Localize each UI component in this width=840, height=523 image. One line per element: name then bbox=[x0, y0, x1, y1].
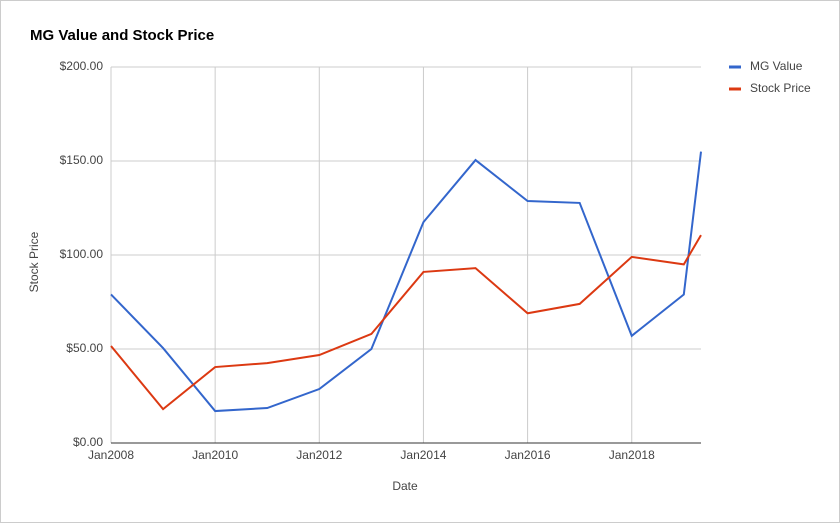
x-tick-label: Jan2016 bbox=[505, 448, 551, 462]
y-tick-label: $200.00 bbox=[60, 59, 104, 73]
x-tick-label: Jan2012 bbox=[296, 448, 342, 462]
y-tick-label: $50.00 bbox=[66, 341, 103, 355]
y-axis-label: Stock Price bbox=[27, 231, 41, 292]
legend-label: MG Value bbox=[750, 59, 803, 73]
legend-label: Stock Price bbox=[750, 81, 811, 95]
chart-title: MG Value and Stock Price bbox=[30, 27, 214, 44]
x-axis-label: Date bbox=[392, 479, 418, 493]
x-tick-label: Jan2018 bbox=[609, 448, 655, 462]
x-tick-label: Jan2010 bbox=[192, 448, 238, 462]
x-tick-label: Jan2008 bbox=[88, 448, 134, 462]
y-tick-label: $150.00 bbox=[60, 153, 104, 167]
y-tick-label: $100.00 bbox=[60, 247, 104, 261]
x-tick-label: Jan2014 bbox=[400, 448, 446, 462]
line-series bbox=[110, 151, 702, 413]
line-series bbox=[110, 234, 702, 411]
y-tick-label: $0.00 bbox=[73, 435, 103, 449]
